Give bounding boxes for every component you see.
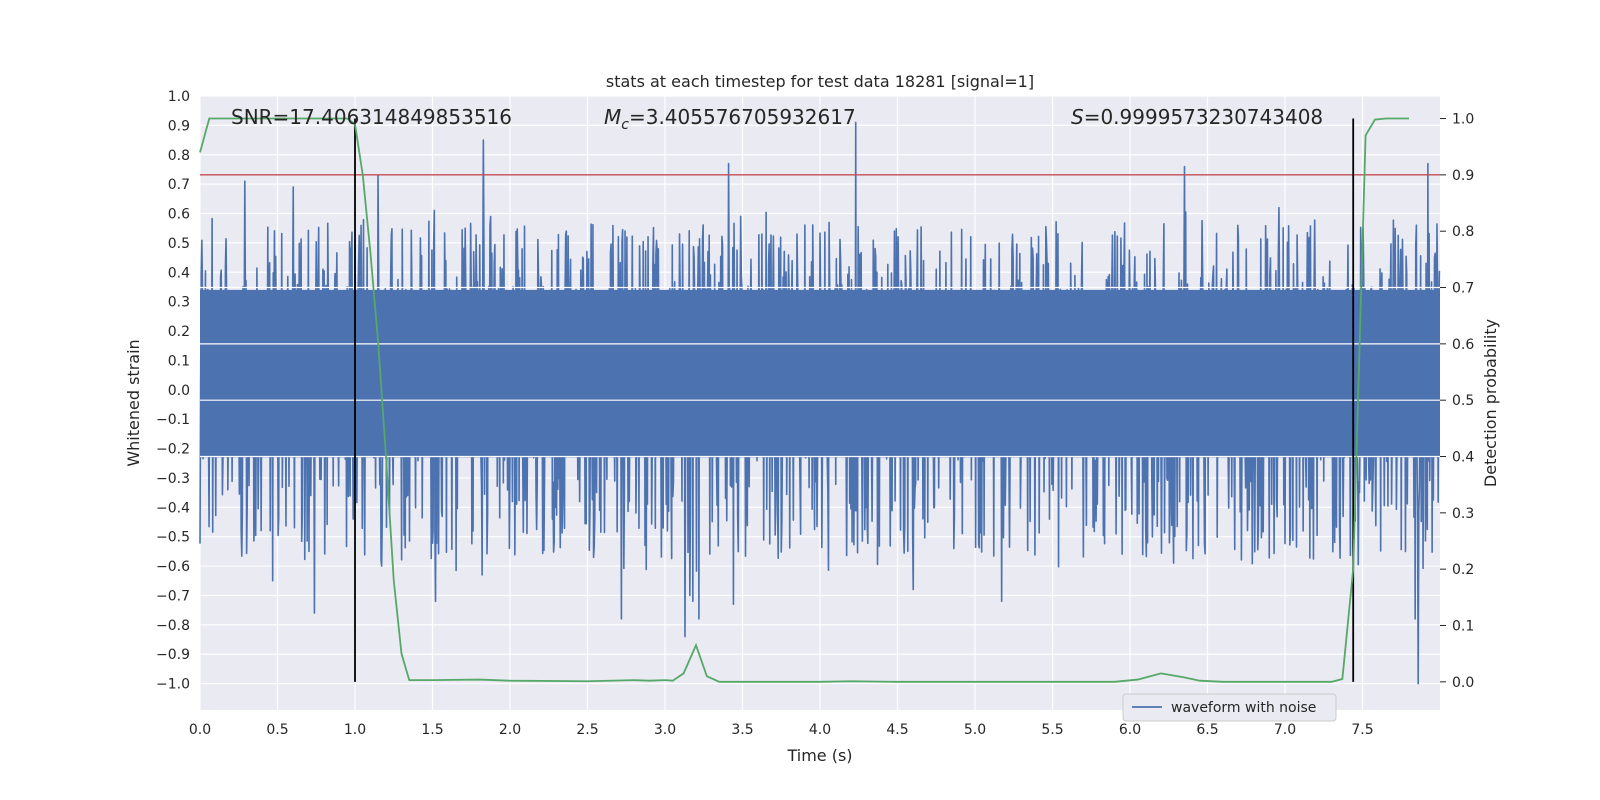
y-right-axis-ticks: 1.0 0.9 0.8 0.7 0.6 0.5 0.4 0.3 0.2 0.1 0.0 — [1440, 112, 1474, 691]
y-right-axis-label: Detection probability — [1481, 319, 1500, 487]
x-tick-label: 2.5 — [576, 722, 598, 738]
y-tick-label: 0.9 — [168, 118, 190, 134]
score-annotation: S=0.9999573230743408 — [1071, 105, 1323, 129]
y-right-tick-label: 0.6 — [1452, 337, 1474, 353]
snr-annotation: SNR=17.406314849853516 — [231, 105, 512, 129]
x-tick-label: 5.5 — [1041, 722, 1063, 738]
x-tick-label: 0.5 — [266, 722, 288, 738]
score-symbol: S — [1071, 105, 1084, 129]
y-tick-label: −0.6 — [156, 559, 190, 575]
y-tick-label: −0.8 — [156, 618, 190, 634]
x-axis-ticks: 0.0 0.5 1.0 1.5 2.0 2.5 3.0 3.5 4.0 4.5 5.0 5.5 6.0 6… — [189, 722, 1374, 738]
y-tick-label: 0.8 — [168, 148, 190, 164]
legend-label: waveform with noise — [1171, 700, 1316, 716]
y-tick-label: 0.7 — [168, 177, 190, 193]
x-tick-label: 1.5 — [421, 722, 443, 738]
x-tick-label: 2.0 — [499, 722, 521, 738]
legend: waveform with noise — [1122, 693, 1337, 722]
y-tick-label: −0.1 — [156, 412, 190, 428]
x-tick-label: 5.0 — [964, 722, 986, 738]
y-tick-label: 0.1 — [168, 353, 190, 369]
x-axis-label: Time (s) — [786, 746, 852, 765]
y-tick-label: 0.0 — [168, 383, 190, 399]
x-tick-label: 4.5 — [886, 722, 908, 738]
vertical-markers — [354, 118, 1355, 682]
chart-title: stats at each timestep for test data 182… — [606, 72, 1034, 91]
y-right-tick-label: 0.4 — [1452, 450, 1474, 466]
y-tick-label: 0.2 — [168, 324, 190, 340]
y-right-tick-label: 0.1 — [1452, 619, 1474, 635]
chirp-mass-annotation: Mc=3.405576705932617 — [604, 105, 856, 133]
y-tick-label: −1.0 — [156, 677, 190, 693]
x-tick-label: 0.0 — [189, 722, 211, 738]
x-tick-label: 6.0 — [1119, 722, 1141, 738]
x-tick-label: 7.0 — [1274, 722, 1296, 738]
x-tick-label: 4.0 — [809, 722, 831, 738]
chirp-mass-subscript: c — [621, 117, 629, 133]
x-tick-label: 6.5 — [1196, 722, 1218, 738]
waveform-series — [199, 121, 1441, 685]
y-tick-label: −0.3 — [156, 471, 190, 487]
legend-box — [1122, 693, 1337, 722]
y-tick-label: 0.5 — [168, 236, 190, 252]
y-tick-label: −0.9 — [156, 647, 190, 663]
y-tick-label: −0.2 — [156, 442, 190, 458]
y-right-tick-label: 1.0 — [1452, 112, 1474, 128]
y-tick-label: 0.4 — [168, 265, 190, 281]
y-right-tick-label: 0.0 — [1452, 675, 1474, 691]
x-tick-label: 1.0 — [344, 722, 366, 738]
y-axis-label: Whitened strain — [124, 339, 143, 466]
chirp-mass-value: =3.405576705932617 — [629, 105, 856, 129]
y-right-tick-label: 0.9 — [1452, 168, 1474, 184]
waveform-dense-band — [200, 289, 1440, 458]
score-value: =0.9999573230743408 — [1084, 105, 1323, 129]
x-tick-label: 3.5 — [731, 722, 753, 738]
y-tick-label: 0.3 — [168, 295, 190, 311]
chirp-mass-symbol: M — [604, 105, 621, 129]
y-right-tick-label: 0.2 — [1452, 562, 1474, 578]
y-right-tick-label: 0.5 — [1452, 393, 1474, 409]
detection-probability-line — [199, 117, 1409, 683]
x-tick-label: 7.5 — [1351, 722, 1373, 738]
y-tick-label: 0.6 — [168, 207, 190, 223]
y-tick-label: −0.4 — [156, 500, 190, 516]
y-tick-label: −0.7 — [156, 588, 190, 604]
y-right-tick-label: 0.7 — [1452, 281, 1474, 297]
y-axis-ticks: 1.0 0.9 0.8 0.7 0.6 0.5 0.4 0.3 0.2 0.1 0.0 −0.1 −0.… — [156, 89, 190, 693]
x-tick-label: 3.0 — [654, 722, 676, 738]
y-right-tick-label: 0.3 — [1452, 506, 1474, 522]
y-tick-label: 1.0 — [168, 89, 190, 105]
y-right-tick-label: 0.8 — [1452, 224, 1474, 240]
y-tick-label: −0.5 — [156, 530, 190, 546]
